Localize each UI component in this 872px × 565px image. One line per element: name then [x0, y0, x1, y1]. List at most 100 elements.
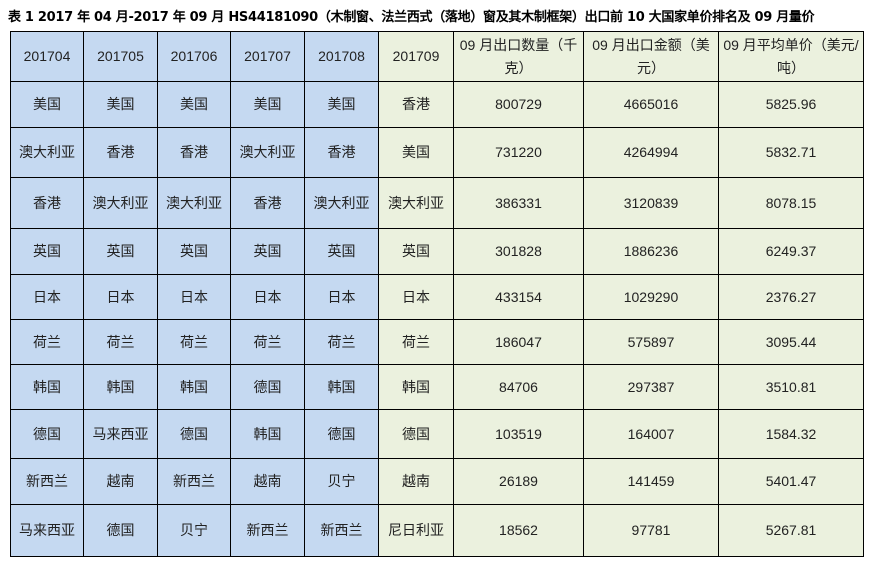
- table-cell: 8078.15: [718, 177, 864, 229]
- table-cell: 386331: [453, 177, 584, 229]
- table-cell: 575897: [583, 319, 719, 365]
- header-row: 201704 201705 201706 201707 201708 201709 09 月…: [10, 31, 864, 82]
- table-cell: 英国: [157, 228, 231, 275]
- table-cell: 香港: [10, 177, 84, 229]
- table-row: 香港 澳大利亚 澳大利亚 香港 澳大利亚 澳大利亚 386331 3120839 8078.15: [10, 177, 864, 229]
- table-cell: 301828: [453, 228, 584, 275]
- table-cell: 5401.47: [718, 458, 864, 505]
- table-cell: 美国: [10, 81, 84, 128]
- column-header: 201704: [10, 31, 84, 82]
- table-row: 日本 日本 日本 日本 日本 日本 433154 1029290 2376.27: [10, 274, 864, 320]
- table-cell: 3120839: [583, 177, 719, 229]
- column-header: 09 月出口金额（美元）: [583, 31, 719, 82]
- table-cell: 荷兰: [378, 319, 454, 365]
- table-cell: 731220: [453, 127, 584, 178]
- table-row: 美国 美国 美国 美国 美国 香港 800729 4665016 5825.96: [10, 81, 864, 128]
- table-cell: 103519: [453, 409, 584, 459]
- table-cell: 荷兰: [157, 319, 231, 365]
- export-ranking-table: 201704 201705 201706 201707 201708 201709 09 月…: [10, 31, 864, 557]
- table-cell: 英国: [304, 228, 379, 275]
- table-cell: 新西兰: [157, 458, 231, 505]
- table-cell: 新西兰: [304, 504, 379, 557]
- table-cell: 澳大利亚: [157, 177, 231, 229]
- column-header: 201706: [157, 31, 231, 82]
- table-cell: 800729: [453, 81, 584, 128]
- table-cell: 马来西亚: [83, 409, 158, 459]
- table-cell: 英国: [10, 228, 84, 275]
- table-cell: 日本: [83, 274, 158, 320]
- table-cell: 3510.81: [718, 364, 864, 410]
- table-cell: 日本: [378, 274, 454, 320]
- table-cell: 18562: [453, 504, 584, 557]
- table-cell: 澳大利亚: [230, 127, 305, 178]
- table-cell: 马来西亚: [10, 504, 84, 557]
- table-cell: 1584.32: [718, 409, 864, 459]
- table-cell: 越南: [230, 458, 305, 505]
- table-cell: 韩国: [230, 409, 305, 459]
- table-cell: 1886236: [583, 228, 719, 275]
- table-cell: 尼日利亚: [378, 504, 454, 557]
- table-cell: 荷兰: [304, 319, 379, 365]
- table-row: 澳大利亚 香港 香港 澳大利亚 香港 美国 731220 4264994 5832.71: [10, 127, 864, 178]
- table-cell: 1029290: [583, 274, 719, 320]
- table-cell: 5267.81: [718, 504, 864, 557]
- table-cell: 香港: [304, 127, 379, 178]
- table-cell: 433154: [453, 274, 584, 320]
- table-cell: 韩国: [83, 364, 158, 410]
- table-cell: 德国: [83, 504, 158, 557]
- table-cell: 德国: [378, 409, 454, 459]
- table-cell: 德国: [304, 409, 379, 459]
- table-cell: 贝宁: [157, 504, 231, 557]
- table-cell: 美国: [157, 81, 231, 128]
- table-cell: 5832.71: [718, 127, 864, 178]
- table-cell: 5825.96: [718, 81, 864, 128]
- table-cell: 新西兰: [230, 504, 305, 557]
- table-cell: 186047: [453, 319, 584, 365]
- table-row: 英国 英国 英国 英国 英国 英国 301828 1886236 6249.37: [10, 228, 864, 275]
- table-cell: 84706: [453, 364, 584, 410]
- table-cell: 164007: [583, 409, 719, 459]
- table-title: 表 1 2017 年 04 月-2017 年 09 月 HS44181090（木…: [8, 10, 815, 25]
- table-cell: 2376.27: [718, 274, 864, 320]
- table-cell: 日本: [304, 274, 379, 320]
- column-header: 201705: [83, 31, 158, 82]
- table-cell: 越南: [83, 458, 158, 505]
- table-cell: 日本: [157, 274, 231, 320]
- table-cell: 日本: [10, 274, 84, 320]
- table-row: 新西兰 越南 新西兰 越南 贝宁 越南 26189 141459 5401.47: [10, 458, 864, 505]
- table-cell: 韩国: [378, 364, 454, 410]
- table-cell: 6249.37: [718, 228, 864, 275]
- table-cell: 297387: [583, 364, 719, 410]
- table-row: 马来西亚 德国 贝宁 新西兰 新西兰 尼日利亚 18562 97781 5267.81: [10, 504, 864, 557]
- table-cell: 荷兰: [10, 319, 84, 365]
- table-row: 韩国 韩国 韩国 德国 韩国 韩国 84706 297387 3510.81: [10, 364, 864, 410]
- table-cell: 香港: [230, 177, 305, 229]
- table-cell: 香港: [83, 127, 158, 178]
- table-cell: 141459: [583, 458, 719, 505]
- column-header: 09 月平均单价（美元/吨）: [718, 31, 864, 82]
- table-cell: 德国: [10, 409, 84, 459]
- table-cell: 4264994: [583, 127, 719, 178]
- table-cell: 韩国: [304, 364, 379, 410]
- column-header: 201708: [304, 31, 379, 82]
- table-cell: 韩国: [10, 364, 84, 410]
- table-cell: 越南: [378, 458, 454, 505]
- column-header: 201707: [230, 31, 305, 82]
- table-cell: 26189: [453, 458, 584, 505]
- table-cell: 美国: [230, 81, 305, 128]
- column-header: 201709: [378, 31, 454, 82]
- table-cell: 英国: [378, 228, 454, 275]
- table-cell: 英国: [230, 228, 305, 275]
- table-cell: 澳大利亚: [10, 127, 84, 178]
- table-cell: 德国: [230, 364, 305, 410]
- table-cell: 日本: [230, 274, 305, 320]
- table-cell: 贝宁: [304, 458, 379, 505]
- table-cell: 澳大利亚: [304, 177, 379, 229]
- table-cell: 美国: [304, 81, 379, 128]
- table-cell: 澳大利亚: [378, 177, 454, 229]
- table-cell: 香港: [157, 127, 231, 178]
- table-cell: 荷兰: [230, 319, 305, 365]
- table-row: 荷兰 荷兰 荷兰 荷兰 荷兰 荷兰 186047 575897 3095.44: [10, 319, 864, 365]
- table-cell: 韩国: [157, 364, 231, 410]
- table-cell: 荷兰: [83, 319, 158, 365]
